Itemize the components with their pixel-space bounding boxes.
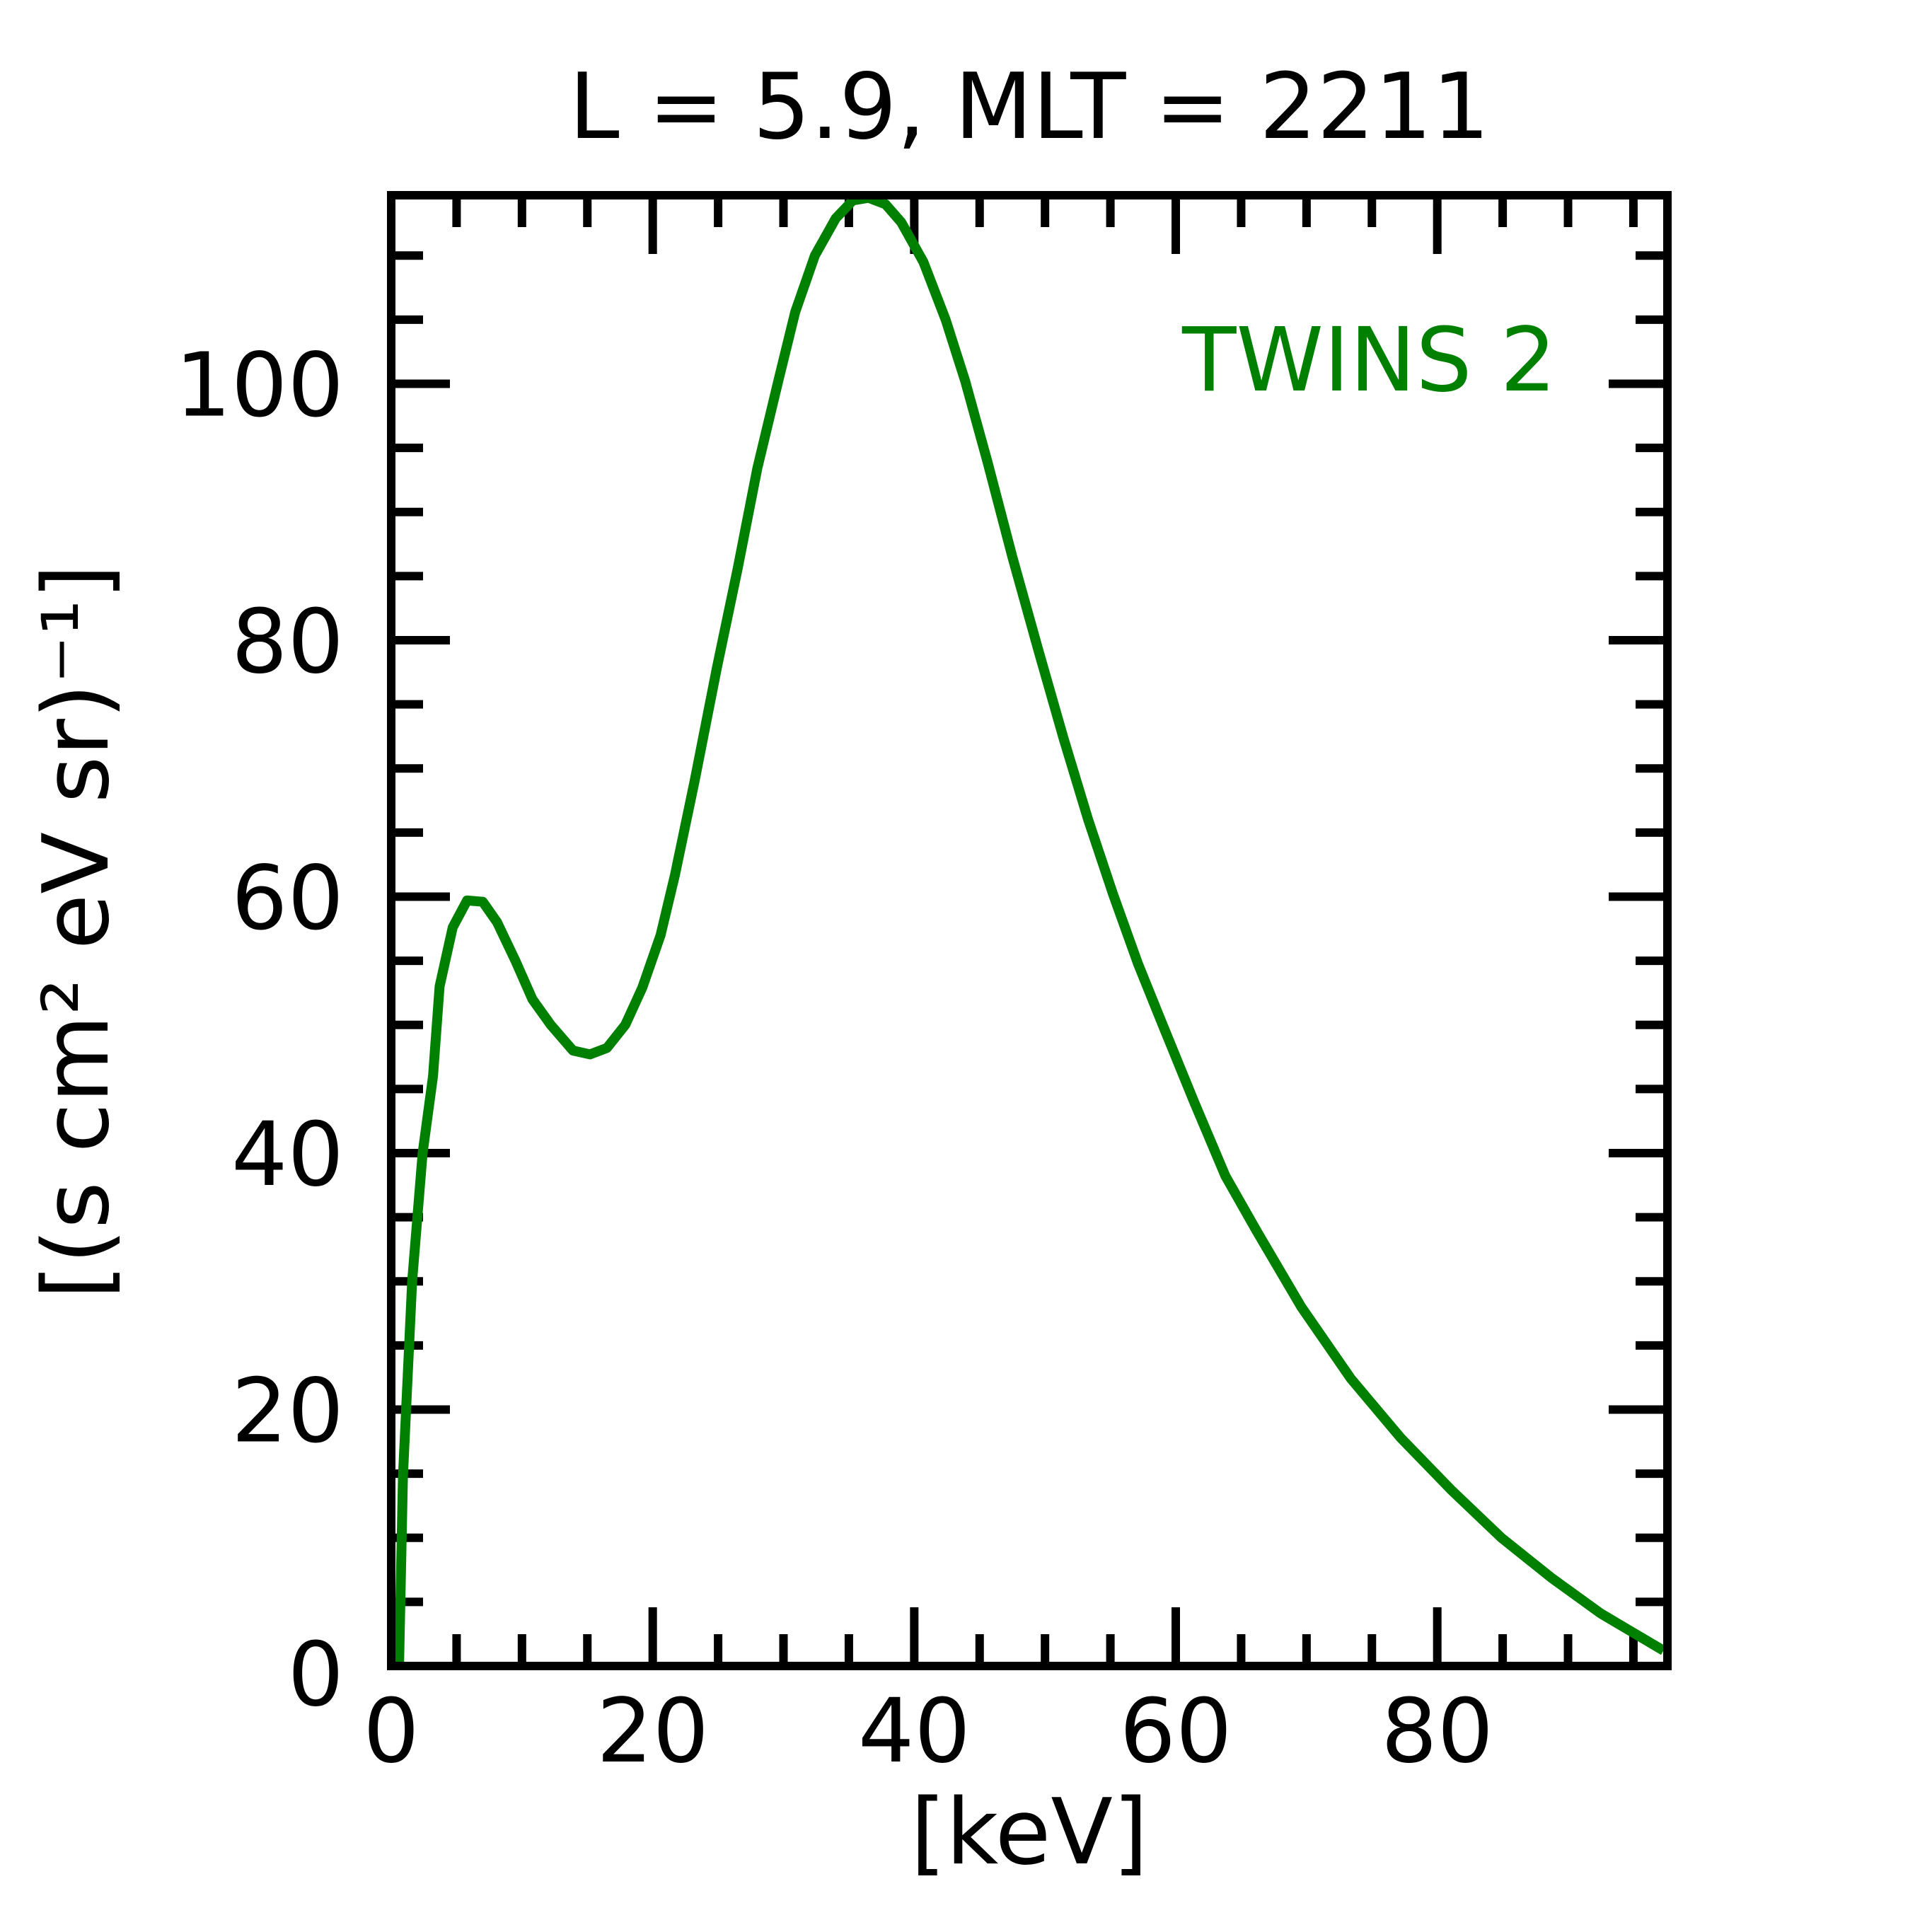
axis-ticks xyxy=(391,195,1667,1666)
x-tick-label: 60 xyxy=(1119,1680,1232,1783)
y-tick-label: 20 xyxy=(231,1360,344,1462)
x-tick-label: 40 xyxy=(858,1680,971,1783)
x-tick-label: 80 xyxy=(1381,1680,1493,1783)
x-tick-label: 0 xyxy=(363,1680,420,1783)
chart-title: L = 5.9, MLT = 2211 xyxy=(569,54,1490,160)
tick-labels: 0 20 40 60 80 0 20 40 60 80 100 xyxy=(175,334,1493,1783)
y-tick-label: 40 xyxy=(231,1104,344,1206)
y-tick-label: 100 xyxy=(175,334,344,436)
y-tick-label: 60 xyxy=(231,847,344,949)
y-axis-label: [(s cm² eV sr)⁻¹] xyxy=(24,564,129,1299)
series-line-twins-2 xyxy=(394,195,1667,1666)
x-tick-label: 20 xyxy=(596,1680,709,1783)
x-axis-label: [keV] xyxy=(910,1780,1148,1885)
legend-label: TWINS 2 xyxy=(1181,309,1556,412)
y-tick-label: 80 xyxy=(231,591,344,693)
y-tick-label: 0 xyxy=(287,1624,344,1726)
plot-frame xyxy=(387,191,1672,1670)
